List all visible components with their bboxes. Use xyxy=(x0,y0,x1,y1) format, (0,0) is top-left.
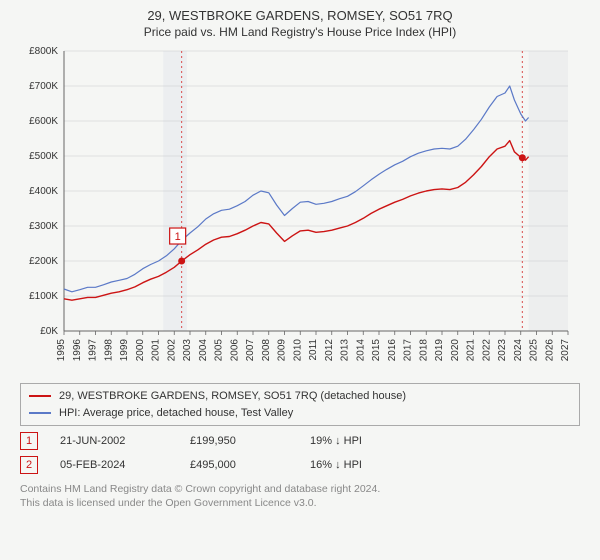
legend-swatch-hpi xyxy=(29,412,51,414)
legend-swatch-property xyxy=(29,395,51,397)
chart-subtitle: Price paid vs. HM Land Registry's House … xyxy=(12,25,588,39)
svg-text:2022: 2022 xyxy=(481,339,492,362)
svg-text:£500K: £500K xyxy=(29,151,58,162)
svg-text:£700K: £700K xyxy=(29,81,58,92)
chart-title: 29, WESTBROKE GARDENS, ROMSEY, SO51 7RQ xyxy=(12,8,588,23)
svg-text:2006: 2006 xyxy=(229,339,240,362)
sale-delta-2: 16% ↓ HPI xyxy=(310,459,430,471)
footer-line-1: Contains HM Land Registry data © Crown c… xyxy=(20,482,580,496)
svg-text:1: 1 xyxy=(175,231,181,243)
svg-text:2023: 2023 xyxy=(497,339,508,362)
svg-text:2018: 2018 xyxy=(418,339,429,362)
sale-delta-1: 19% ↓ HPI xyxy=(310,435,430,447)
svg-text:2005: 2005 xyxy=(214,339,225,362)
svg-text:2016: 2016 xyxy=(387,339,398,362)
svg-text:£100K: £100K xyxy=(29,291,58,302)
sale-date-1: 21-JUN-2002 xyxy=(60,435,180,447)
svg-text:2012: 2012 xyxy=(324,339,335,362)
sale-price-1: £199,950 xyxy=(190,435,300,447)
svg-text:2003: 2003 xyxy=(182,339,193,362)
svg-text:1999: 1999 xyxy=(119,339,130,362)
svg-text:£300K: £300K xyxy=(29,221,58,232)
sale-marker-1: 1 xyxy=(20,432,38,450)
svg-text:2021: 2021 xyxy=(466,339,477,362)
svg-text:2002: 2002 xyxy=(166,339,177,362)
svg-text:£800K: £800K xyxy=(29,46,58,57)
svg-text:2024: 2024 xyxy=(513,339,524,362)
svg-text:£600K: £600K xyxy=(29,116,58,127)
svg-text:2001: 2001 xyxy=(151,339,162,362)
svg-text:2019: 2019 xyxy=(434,339,445,362)
svg-text:£0K: £0K xyxy=(40,326,58,337)
legend-label-hpi: HPI: Average price, detached house, Test… xyxy=(59,405,293,422)
svg-text:2017: 2017 xyxy=(403,339,414,362)
price-chart: £0K £100K £200K £300K £400K £500K £600K £700K £8… xyxy=(20,45,580,375)
svg-text:2000: 2000 xyxy=(135,339,146,362)
svg-text:1997: 1997 xyxy=(88,339,99,362)
svg-text:2013: 2013 xyxy=(340,339,351,362)
svg-text:2020: 2020 xyxy=(450,339,461,362)
svg-text:2004: 2004 xyxy=(198,339,209,362)
svg-text:1995: 1995 xyxy=(56,339,67,362)
svg-text:2010: 2010 xyxy=(292,339,303,362)
svg-text:1996: 1996 xyxy=(72,339,83,362)
svg-text:1998: 1998 xyxy=(103,339,114,362)
svg-text:2008: 2008 xyxy=(261,339,272,362)
svg-text:2007: 2007 xyxy=(245,339,256,362)
sale-date-2: 05-FEB-2024 xyxy=(60,459,180,471)
sale-marker-2: 2 xyxy=(20,456,38,474)
svg-text:2027: 2027 xyxy=(560,339,571,362)
svg-text:£400K: £400K xyxy=(29,186,58,197)
sale-price-2: £495,000 xyxy=(190,459,300,471)
svg-text:2025: 2025 xyxy=(529,339,540,362)
svg-text:2015: 2015 xyxy=(371,339,382,362)
legend-label-property: 29, WESTBROKE GARDENS, ROMSEY, SO51 7RQ … xyxy=(59,388,406,405)
legend-box: 29, WESTBROKE GARDENS, ROMSEY, SO51 7RQ … xyxy=(20,383,580,426)
svg-text:2009: 2009 xyxy=(277,339,288,362)
footer-line-2: This data is licensed under the Open Gov… xyxy=(20,496,580,510)
svg-text:2011: 2011 xyxy=(308,339,319,361)
svg-text:2026: 2026 xyxy=(544,339,555,362)
svg-text:2014: 2014 xyxy=(355,339,366,362)
svg-text:£200K: £200K xyxy=(29,256,58,267)
